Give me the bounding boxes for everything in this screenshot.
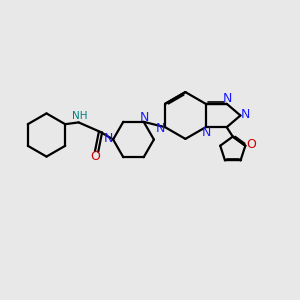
Text: O: O — [90, 150, 100, 164]
Text: N: N — [156, 122, 165, 135]
Text: N: N — [223, 92, 232, 106]
Text: O: O — [246, 138, 256, 151]
Text: NH: NH — [72, 111, 88, 121]
Text: N: N — [202, 125, 212, 139]
Text: N: N — [104, 132, 114, 146]
Text: N: N — [140, 111, 149, 124]
Text: N: N — [241, 108, 250, 122]
